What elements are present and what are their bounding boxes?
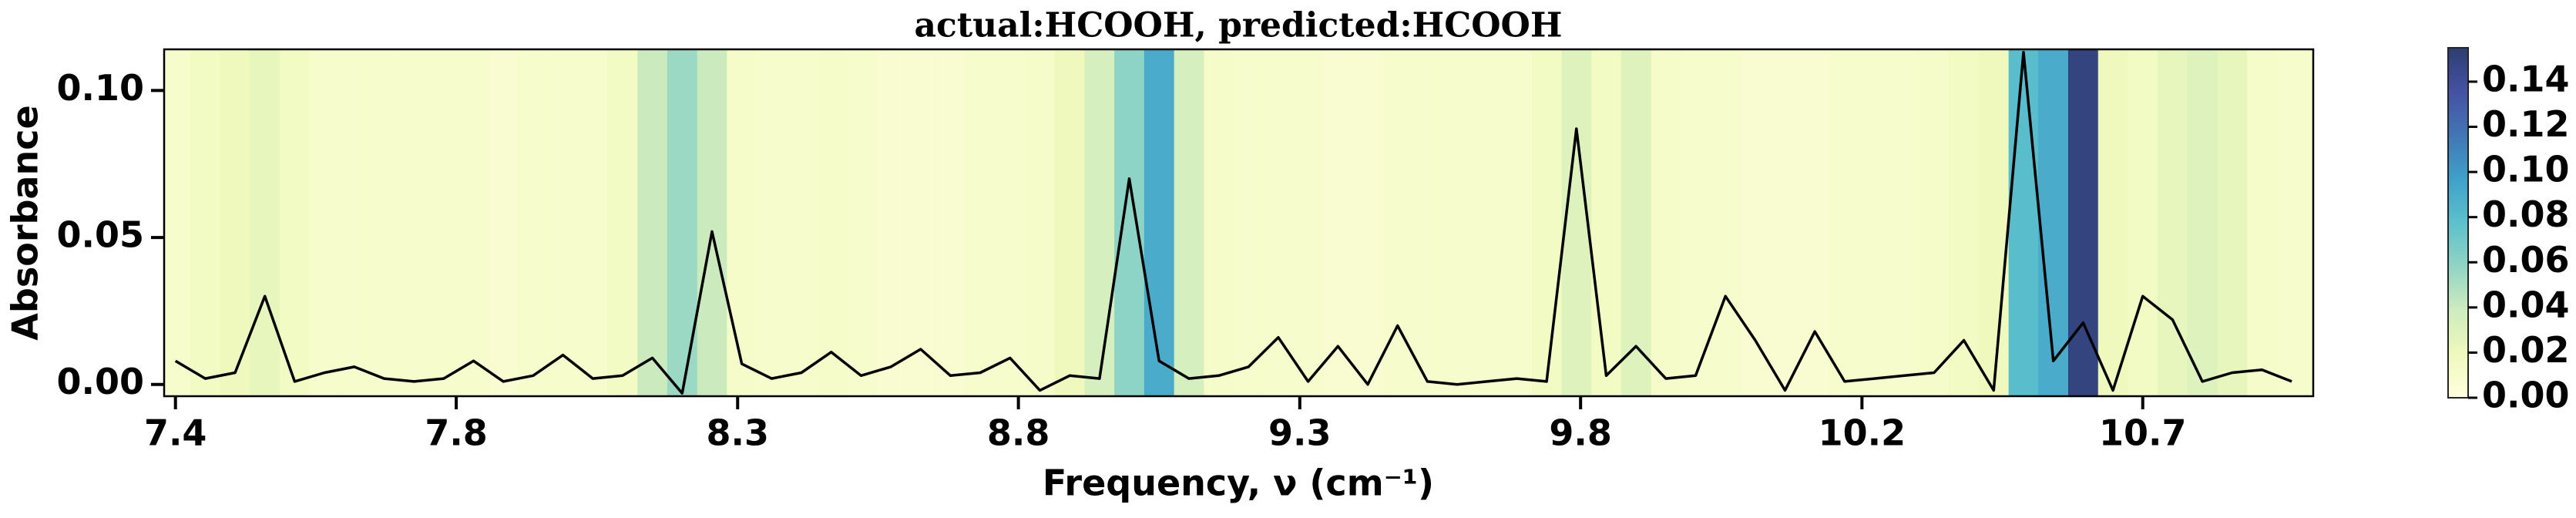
heat-cell bbox=[458, 49, 489, 396]
x-axis-label: Frequency, ν (cm⁻¹) bbox=[1043, 462, 1434, 504]
heat-cell bbox=[697, 49, 727, 396]
heat-cell bbox=[1352, 49, 1383, 396]
heat-cell bbox=[846, 49, 877, 396]
heat-cell bbox=[1204, 49, 1234, 396]
x-tick-label: 8.8 bbox=[987, 412, 1050, 454]
heat-cell bbox=[2038, 49, 2069, 396]
heat-cell bbox=[1382, 49, 1413, 396]
x-tick-label: 10.2 bbox=[1819, 412, 1906, 454]
heat-cell bbox=[1859, 49, 1890, 396]
heat-cell bbox=[577, 49, 609, 396]
heat-cell bbox=[965, 49, 996, 396]
colorbar-tick-label: 0.08 bbox=[2482, 193, 2570, 235]
heatmap bbox=[164, 49, 2313, 396]
heat-cell bbox=[164, 49, 191, 396]
heat-cell bbox=[1114, 49, 1145, 396]
heat-cell bbox=[1770, 49, 1801, 396]
heat-cell bbox=[548, 49, 579, 396]
heat-cell bbox=[2008, 49, 2039, 396]
heat-cell bbox=[1651, 49, 1681, 396]
heat-cell bbox=[488, 49, 519, 396]
heat-cell bbox=[995, 49, 1026, 396]
heat-cell bbox=[1799, 49, 1831, 396]
heat-cell bbox=[1472, 49, 1503, 396]
y-tick-label: 0.00 bbox=[57, 361, 145, 402]
colorbar-tick-label: 0.14 bbox=[2482, 58, 2570, 99]
heat-cell bbox=[1293, 49, 1324, 396]
heat-cell bbox=[905, 49, 936, 396]
heat-cell bbox=[1025, 49, 1056, 396]
heat-cell bbox=[1889, 49, 1920, 396]
colorbar-tick-label: 0.04 bbox=[2482, 284, 2570, 325]
heat-cell bbox=[1412, 49, 1443, 396]
heat-cell bbox=[190, 49, 221, 396]
heat-cell bbox=[1531, 49, 1562, 396]
colorbar bbox=[2447, 47, 2469, 399]
heat-cell bbox=[1174, 49, 1204, 396]
heat-cell bbox=[935, 49, 966, 396]
heat-cell bbox=[2217, 49, 2248, 396]
heat-cell bbox=[875, 49, 906, 396]
heat-cell bbox=[1919, 49, 1950, 396]
heat-cell bbox=[637, 49, 668, 396]
heat-cell bbox=[2247, 49, 2278, 396]
heat-cell bbox=[2097, 49, 2128, 396]
colorbar-tick-label: 0.10 bbox=[2482, 149, 2570, 190]
heat-cell bbox=[1829, 49, 1860, 396]
plot-frame bbox=[163, 48, 2315, 398]
heat-cell bbox=[1591, 49, 1622, 396]
heat-cell bbox=[2128, 49, 2158, 396]
heat-cell bbox=[369, 49, 400, 396]
heat-cell bbox=[428, 49, 459, 396]
line-layer bbox=[174, 51, 2292, 395]
heat-cell bbox=[1233, 49, 1264, 396]
heat-cell bbox=[1710, 49, 1741, 396]
heat-cell bbox=[786, 49, 817, 396]
heat-cell bbox=[816, 49, 847, 396]
colorbar-tick-label: 0.06 bbox=[2482, 239, 2570, 281]
spectrum-line bbox=[174, 51, 2292, 395]
heat-cell bbox=[727, 49, 757, 396]
colorbar-tick-label: 0.00 bbox=[2482, 375, 2570, 416]
chart-title: actual:HCOOH, predicted:HCOOH bbox=[915, 6, 1563, 45]
y-tick-label: 0.05 bbox=[57, 214, 145, 256]
heat-cell bbox=[1681, 49, 1711, 396]
heat-cell bbox=[1263, 49, 1294, 396]
y-tick-label: 0.10 bbox=[57, 67, 145, 109]
heat-cell bbox=[757, 49, 788, 396]
heat-cell bbox=[280, 49, 311, 396]
heat-cell bbox=[1322, 49, 1354, 396]
heat-cell bbox=[1054, 49, 1086, 396]
heat-cell bbox=[1084, 49, 1115, 396]
heat-cell bbox=[220, 49, 250, 396]
y-axis-label: Absorbance bbox=[5, 105, 46, 340]
heat-cell bbox=[667, 49, 698, 396]
heat-cell bbox=[1740, 49, 1771, 396]
x-tick-label: 8.3 bbox=[706, 412, 769, 454]
heat-cell bbox=[250, 49, 280, 396]
x-tick-label: 10.7 bbox=[2099, 412, 2187, 454]
heat-cell bbox=[607, 49, 638, 396]
heat-cell bbox=[2187, 49, 2218, 396]
heat-cell bbox=[2276, 49, 2313, 396]
x-tick-label: 7.8 bbox=[425, 412, 488, 454]
heat-cell bbox=[1442, 49, 1473, 396]
heat-cell bbox=[309, 49, 340, 396]
heat-cell bbox=[518, 49, 549, 396]
x-tick-label: 9.3 bbox=[1268, 412, 1332, 454]
heat-cell bbox=[1978, 49, 2010, 396]
heat-cell bbox=[339, 49, 370, 396]
heat-cell bbox=[1620, 49, 1651, 396]
x-tick-label: 9.8 bbox=[1549, 412, 1612, 454]
x-tick-label: 7.4 bbox=[144, 412, 207, 454]
heat-cell bbox=[2068, 49, 2099, 396]
heat-cell bbox=[1502, 49, 1533, 396]
colorbar-tick-label: 0.02 bbox=[2482, 329, 2570, 371]
heat-cell bbox=[1949, 49, 1980, 396]
heat-cell bbox=[1144, 49, 1175, 396]
heat-cell bbox=[398, 49, 429, 396]
colorbar-tick-label: 0.12 bbox=[2482, 103, 2570, 145]
